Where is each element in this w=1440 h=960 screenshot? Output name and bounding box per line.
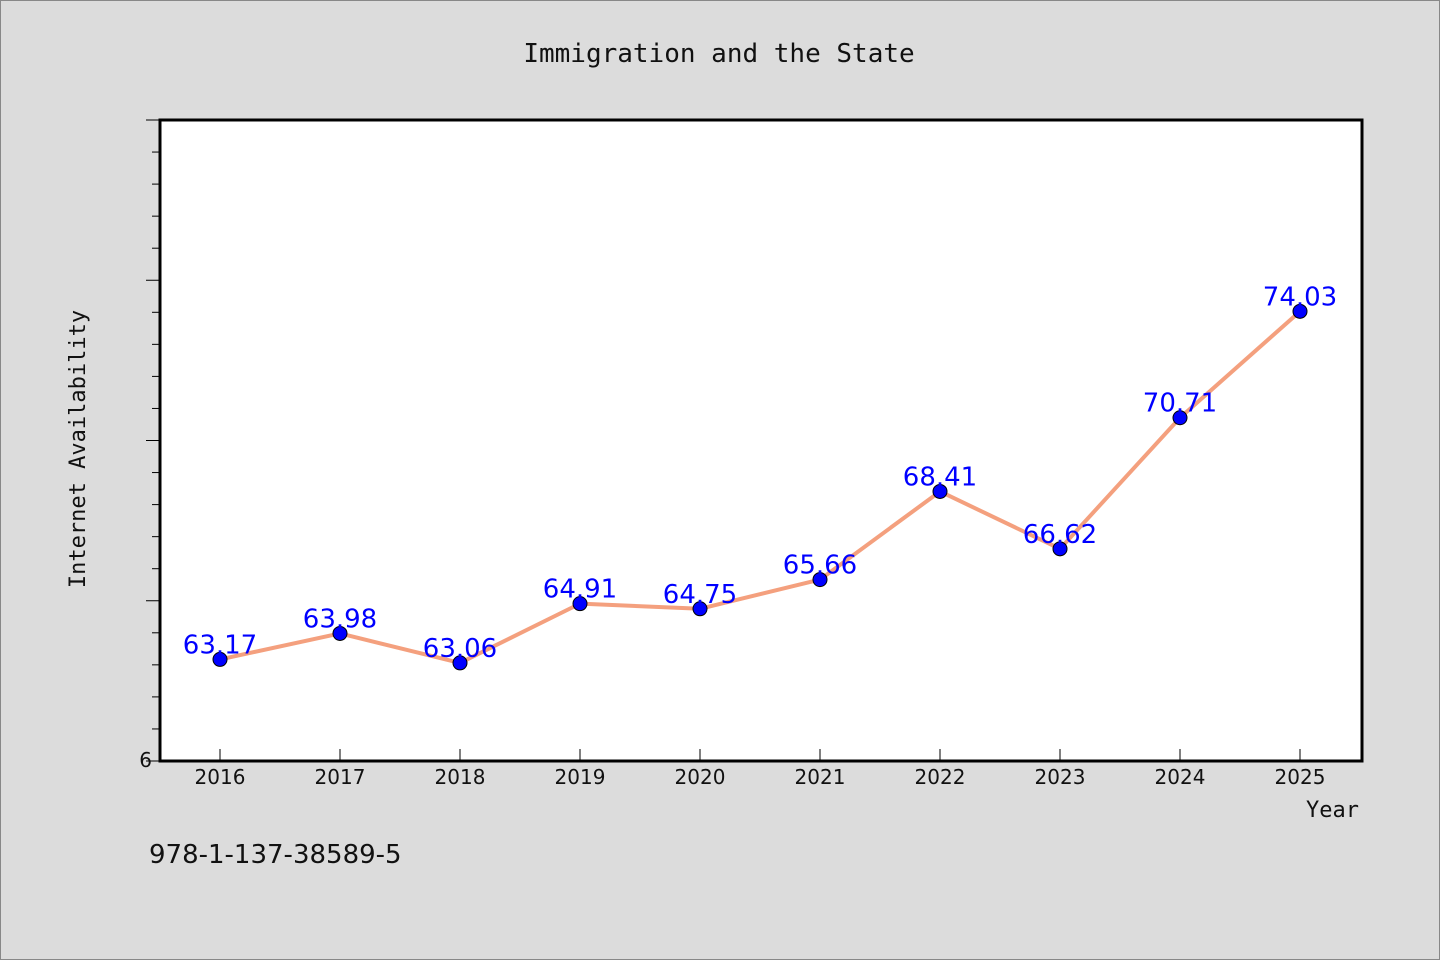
y-axis-label: Internet Availability — [66, 310, 91, 588]
data-point — [452, 655, 468, 671]
x-tick-label: 2018 — [435, 765, 486, 789]
isbn-text: 978-1-137-38589-5 — [149, 840, 402, 870]
x-tick-label: 2020 — [675, 765, 726, 789]
data-markers — [212, 303, 1308, 671]
data-label: 63.17 — [183, 630, 257, 660]
data-labels: 63.17 63.98 63.06 64.91 64.75 65.66 68.41 66.62… — [183, 282, 1337, 664]
series-line — [218, 309, 1302, 665]
data-label: 64.75 — [663, 580, 737, 610]
data-label: 74.03 — [1263, 282, 1337, 312]
data-label: 64.91 — [543, 575, 617, 605]
data-point — [692, 601, 708, 617]
series-line-group — [218, 309, 1302, 665]
data-point — [1292, 303, 1308, 319]
plot-area — [158, 118, 1364, 763]
data-label: 65.66 — [783, 551, 857, 581]
x-tick-label: 2025 — [1275, 765, 1326, 789]
x-tick-label: 2016 — [195, 765, 246, 789]
x-tick-label: 2023 — [1035, 765, 1086, 789]
x-axis-label: Year — [1306, 798, 1359, 823]
data-label: 68.41 — [903, 462, 977, 492]
data-label: 70.71 — [1143, 389, 1217, 419]
x-tick-label: 2024 — [1155, 765, 1206, 789]
y-tick-label: 6 — [139, 748, 152, 772]
y-axis-ticks: 6 — [139, 119, 160, 772]
data-point — [332, 625, 348, 641]
x-tick-label: 2021 — [795, 765, 846, 789]
data-point — [572, 596, 588, 612]
x-tick-label: 2019 — [555, 765, 606, 789]
x-axis-ticks: 2016 2017 2018 2019 2020 2021 2022 2023 2024 2025 — [195, 749, 1326, 789]
x-tick-label: 2017 — [315, 765, 366, 789]
data-label: 63.98 — [303, 604, 377, 634]
data-point — [212, 651, 228, 667]
data-label: 66.62 — [1023, 520, 1097, 550]
data-point — [1172, 410, 1188, 426]
data-point — [932, 483, 948, 499]
data-point — [812, 572, 828, 588]
data-label: 63.06 — [423, 634, 497, 664]
chart-title: Immigration and the State — [523, 39, 914, 69]
data-point — [1052, 541, 1068, 557]
x-tick-label: 2022 — [915, 765, 966, 789]
